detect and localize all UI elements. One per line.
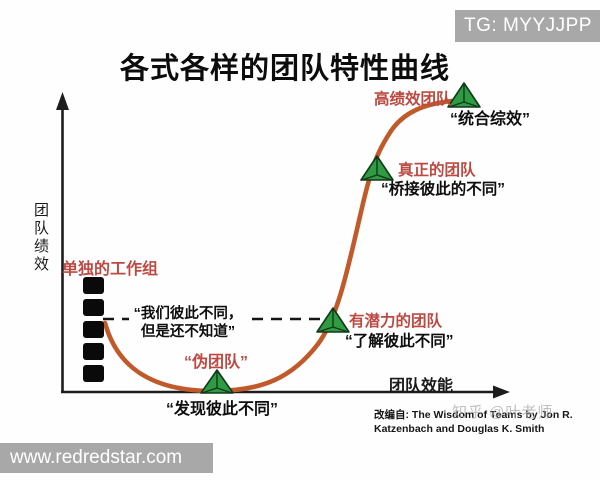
pyramid-icon-real-team bbox=[360, 155, 394, 181]
page-title: 各式各样的团队特性曲线 bbox=[119, 53, 450, 85]
quote-potential-team: “了解彼此不同” bbox=[345, 333, 454, 350]
attribution-line2: Katzenbach and Douglas K. Smith bbox=[374, 422, 545, 435]
label-real-team: 真正的团队 bbox=[398, 162, 476, 179]
quote-high-perf-team: “统合综效” bbox=[450, 111, 531, 128]
zhihu-watermark: 知乎 @叶老师 bbox=[452, 404, 554, 421]
x-axis-arrow-icon bbox=[493, 385, 510, 399]
attribution-line1: 改编自: The Wisdom of Teams by Jon R. bbox=[374, 409, 573, 421]
pyramid-icon-potential-team bbox=[316, 307, 350, 333]
working-group-squares-icon bbox=[83, 277, 104, 382]
y-axis-label: 团队绩效 bbox=[32, 202, 49, 274]
pyramid-icon-high-perf-team bbox=[447, 82, 481, 108]
quote-unaware-line2: 但是还不知道” bbox=[140, 323, 236, 340]
label-high-perf-team: 高绩效团队 bbox=[374, 91, 452, 108]
pyramid-icon-pseudo-team bbox=[200, 369, 234, 394]
label-working-group: 单独的工作组 bbox=[62, 261, 159, 278]
quote-real-team: “桥接彼此的不同” bbox=[381, 181, 506, 198]
quote-unaware: “我们彼此不同， 但是还不知道” bbox=[118, 306, 258, 341]
footer-url: www.redredstar.com bbox=[0, 443, 213, 473]
quote-unaware-line1: “我们彼此不同， bbox=[133, 306, 243, 322]
x-axis-label: 团队效能 bbox=[389, 378, 454, 395]
attribution: 改编自: The Wisdom of Teams by Jon R. Katze… bbox=[374, 409, 573, 436]
label-pseudo-team: “伪团队” bbox=[184, 354, 249, 371]
quote-pseudo-team: “发现彼此不同” bbox=[166, 401, 279, 418]
tg-badge: TG: MYYJJPP bbox=[455, 10, 600, 42]
y-axis-arrow-icon bbox=[56, 92, 69, 110]
label-potential-team: 有潜力的团队 bbox=[349, 313, 443, 330]
